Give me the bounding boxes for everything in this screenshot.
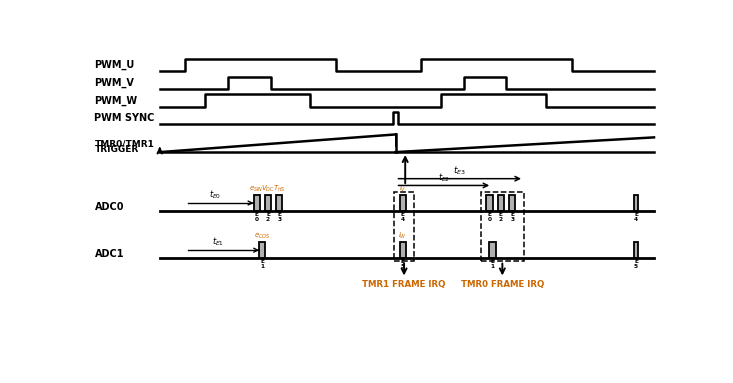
Text: TRIGGER: TRIGGER: [95, 145, 139, 154]
Bar: [399, 242, 406, 258]
Text: $t_{E0}$: $t_{E0}$: [209, 189, 221, 201]
Bar: [259, 242, 265, 258]
Text: $e_{COS}$: $e_{COS}$: [254, 232, 270, 241]
Text: TMR1 FRAME IRQ: TMR1 FRAME IRQ: [362, 280, 446, 289]
Bar: [634, 242, 638, 258]
Text: E
5: E 5: [634, 259, 638, 269]
Text: E
3: E 3: [510, 212, 515, 222]
Text: E
4: E 4: [634, 212, 638, 222]
Bar: [490, 242, 496, 258]
Text: TMR0/TMR1: TMR0/TMR1: [95, 139, 155, 148]
Bar: [276, 195, 282, 211]
Text: $t_{E3}$: $t_{E3}$: [453, 165, 466, 177]
Text: $i_V$: $i_V$: [399, 183, 406, 194]
Text: $e_{SIN}$: $e_{SIN}$: [249, 185, 264, 194]
Bar: [498, 195, 504, 211]
Text: E
0: E 0: [254, 212, 259, 222]
Text: E
4: E 4: [400, 212, 405, 222]
Text: E
0: E 0: [487, 212, 492, 222]
Text: E
3: E 3: [277, 212, 281, 222]
Text: E
1: E 1: [490, 259, 495, 269]
Bar: [399, 195, 406, 211]
Text: $T_{HS}$: $T_{HS}$: [273, 183, 286, 194]
Text: E
5: E 5: [400, 259, 405, 269]
Text: PWM_U: PWM_U: [95, 60, 135, 70]
Text: PWM_W: PWM_W: [95, 95, 138, 106]
Bar: [254, 195, 259, 211]
Text: $t_{E2}$: $t_{E2}$: [438, 172, 450, 184]
Bar: [509, 195, 515, 211]
Text: E
2: E 2: [266, 212, 270, 222]
Text: TMR0 FRAME IRQ: TMR0 FRAME IRQ: [461, 280, 544, 289]
Text: PWM SYNC: PWM SYNC: [95, 113, 155, 123]
Bar: [265, 195, 271, 211]
Bar: [481, 192, 524, 261]
Bar: [634, 195, 638, 211]
Text: $t_{E1}$: $t_{E1}$: [212, 236, 224, 249]
Text: $V_{DC}$: $V_{DC}$: [261, 183, 275, 194]
Text: E
2: E 2: [499, 212, 503, 222]
Text: PWM_V: PWM_V: [95, 78, 134, 88]
Bar: [394, 192, 414, 261]
Text: ADC0: ADC0: [95, 202, 124, 212]
Text: E
1: E 1: [260, 259, 265, 269]
Bar: [487, 195, 493, 211]
Text: ADC1: ADC1: [95, 249, 124, 259]
Text: $i_W$: $i_W$: [398, 231, 407, 241]
